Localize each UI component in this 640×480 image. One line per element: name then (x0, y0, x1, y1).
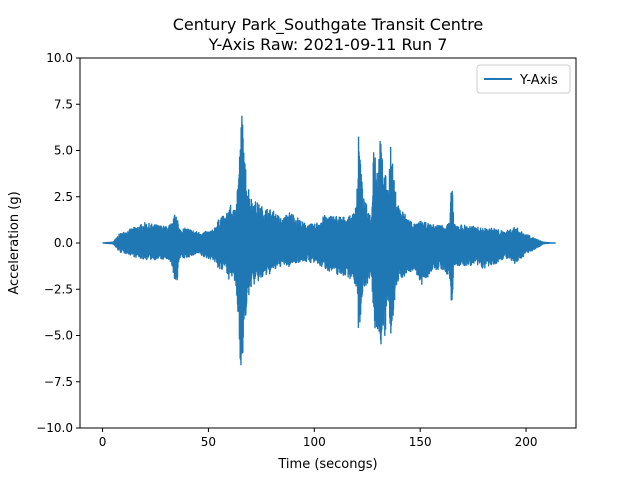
y-tick-label: 2.5 (54, 190, 73, 204)
x-axis-label: Time (secongs) (277, 457, 377, 472)
y-tick-label: 10.0 (46, 51, 73, 65)
y-tick-label: 0.0 (54, 236, 73, 250)
y-axis: −10.0 −7.5 −5.0 −2.5 0.0 2.5 5.0 7.5 10.0 (36, 51, 80, 435)
x-tick-label: 0 (99, 435, 107, 449)
x-tick-label: 150 (409, 435, 432, 449)
chart-title-line2: Y-Axis Raw: 2021-09-11 Run 7 (208, 35, 448, 54)
chart-title-line1: Century Park_Southgate Transit Centre (173, 15, 484, 35)
x-tick-label: 200 (515, 435, 538, 449)
y-tick-label: 7.5 (54, 97, 73, 111)
legend-box (476, 64, 571, 94)
x-tick-label: 100 (303, 435, 326, 449)
x-tick-label: 50 (201, 435, 216, 449)
x-axis: 0 50 100 150 200 (99, 428, 538, 449)
plot-area (79, 57, 577, 429)
series-line-y-axis (102, 115, 557, 366)
legend-label-y-axis: Y-Axis (519, 73, 558, 88)
legend: Y-Axis (476, 64, 571, 94)
y-tick-label: −7.5 (44, 375, 73, 389)
y-axis-label: Acceleration (g) (7, 191, 22, 294)
y-tick-label: −5.0 (44, 329, 73, 343)
y-tick-label: −2.5 (44, 282, 73, 296)
y-tick-label: 5.0 (54, 144, 73, 158)
y-tick-label: −10.0 (36, 421, 73, 435)
